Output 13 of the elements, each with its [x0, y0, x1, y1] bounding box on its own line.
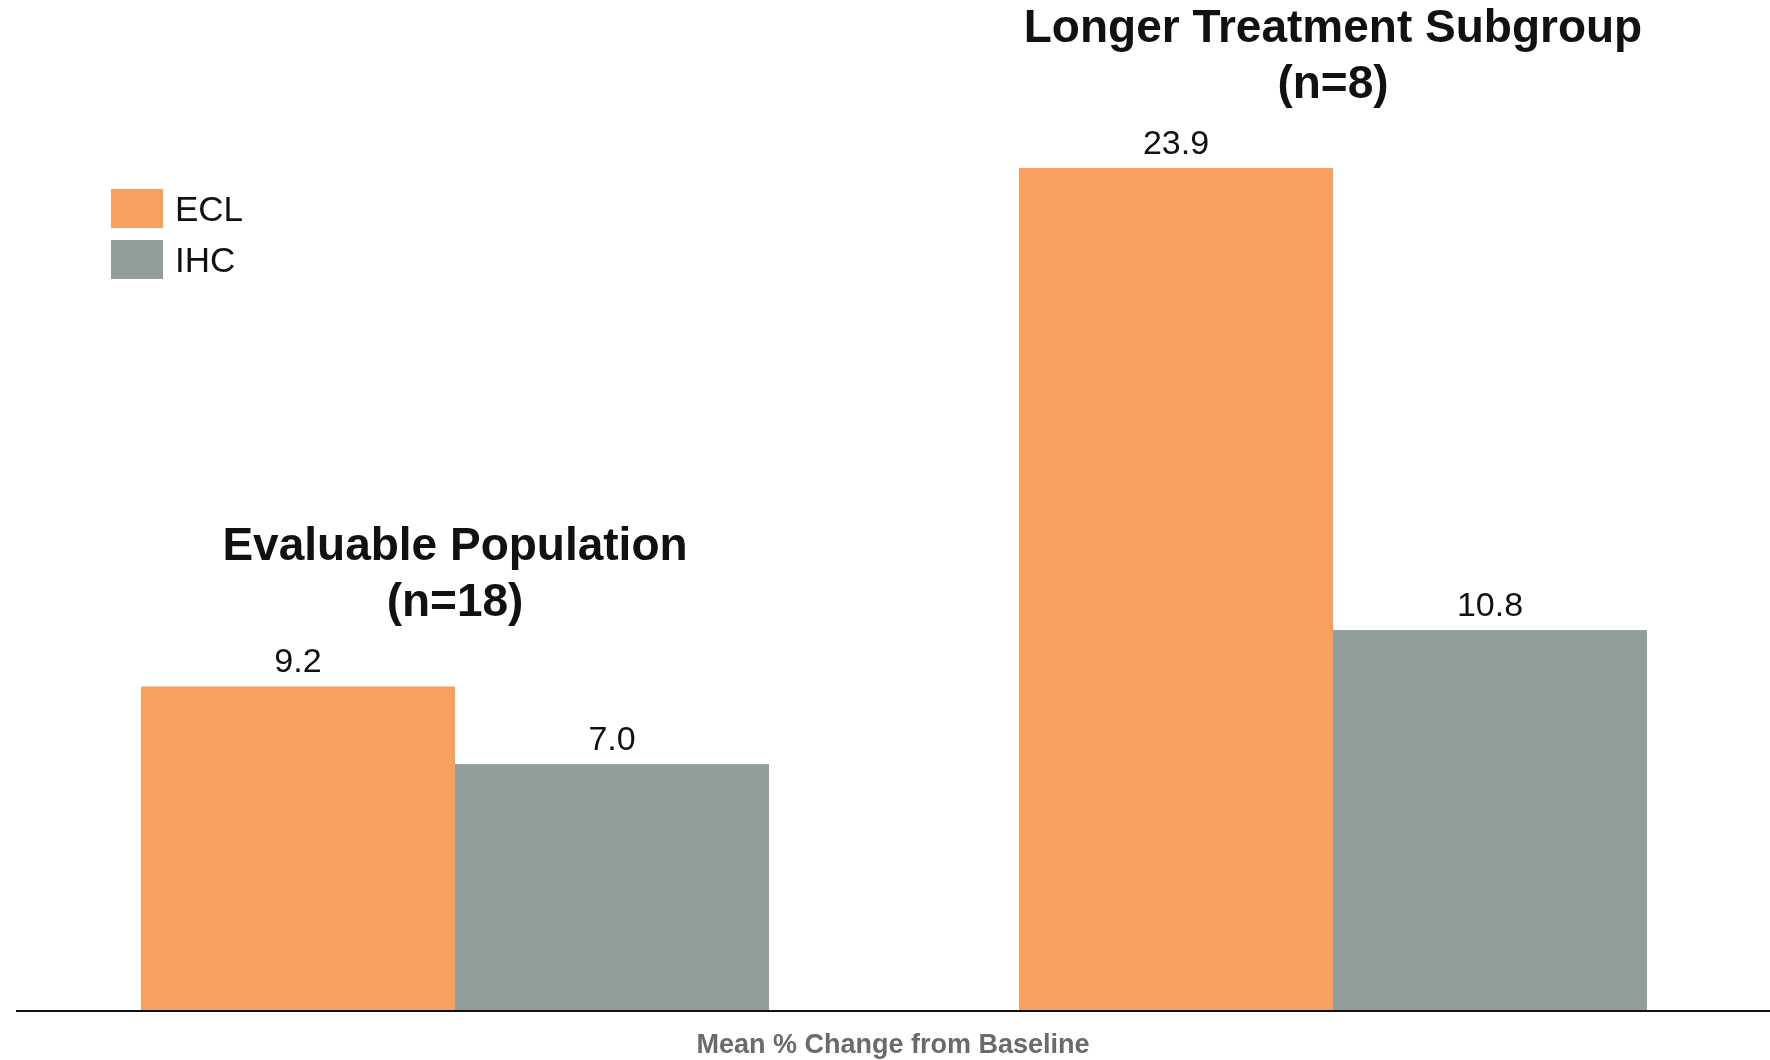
data-label: 10.8: [1456, 585, 1524, 624]
bar: [141, 686, 456, 1011]
bar: [455, 764, 770, 1011]
bar: [1018, 168, 1333, 1011]
bar: [1332, 630, 1647, 1011]
x-axis-title: Mean % Change from Baseline: [696, 1029, 1090, 1059]
x-tick-label: Longer Treatment Subgroup (n=8): [1023, 0, 1643, 108]
data-label: 23.9: [1142, 123, 1210, 161]
legend-label: IHC: [175, 240, 236, 279]
legend-label: ECL: [175, 189, 244, 228]
x-tick-label: Evaluable Population (n=18): [222, 518, 688, 627]
data-label: 7.0: [588, 719, 636, 758]
data-label: 9.2: [274, 641, 322, 680]
